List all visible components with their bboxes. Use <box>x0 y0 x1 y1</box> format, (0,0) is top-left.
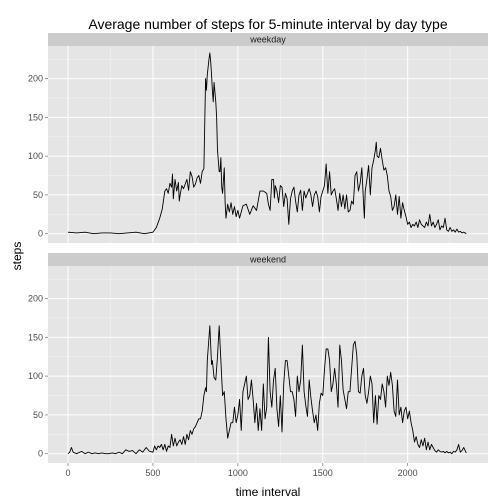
y-tick-label: 50 <box>33 190 43 200</box>
chart-title: Average number of steps for 5-minute int… <box>88 16 447 32</box>
y-tick-label: 200 <box>28 74 43 84</box>
y-tick-label: 100 <box>28 151 43 161</box>
x-tick-label: 500 <box>145 468 160 478</box>
y-tick-label: 200 <box>28 294 43 304</box>
panel-weekday: weekday 0 50 100 150 200 <box>28 33 488 243</box>
y-tick-label: 0 <box>38 229 43 239</box>
strip-label-weekend: weekend <box>249 255 286 265</box>
strip-weekday <box>48 33 488 46</box>
y-tick-label: 150 <box>28 332 43 342</box>
y-tick-label: 150 <box>28 112 43 122</box>
strip-weekend <box>48 253 488 266</box>
series-line-weekend <box>67 325 467 455</box>
x-tick-label: 2000 <box>398 468 418 478</box>
x-tick-label: 1000 <box>228 468 248 478</box>
y-tick-label: 0 <box>38 449 43 459</box>
series-line-weekday <box>67 52 467 235</box>
strip-label-weekday: weekday <box>249 35 286 45</box>
panel-background-weekday <box>48 46 488 243</box>
y-axis-title: steps <box>10 242 24 271</box>
x-axis-title: time interval <box>236 485 301 499</box>
x-tick-label: 1500 <box>313 468 333 478</box>
y-tick-label: 50 <box>33 410 43 420</box>
x-tick-label: 0 <box>66 468 71 478</box>
y-tick-label: 100 <box>28 371 43 381</box>
